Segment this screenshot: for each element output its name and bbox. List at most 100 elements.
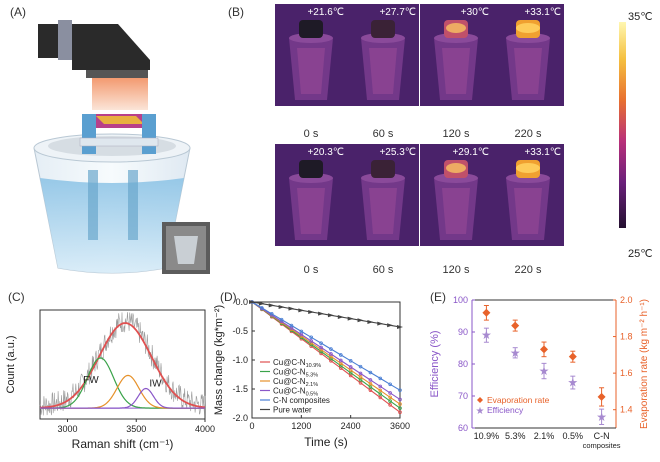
data-point [337, 314, 344, 319]
thermal-scene [275, 144, 347, 246]
temperature-label: +29.1℃ [452, 147, 489, 158]
data-point [367, 319, 374, 324]
x-tick-label: 3600 [390, 421, 410, 431]
raman-chart: 3000 3500 4000 Raman shift (cm⁻¹) Count (a.u… [5, 309, 215, 451]
data-point [368, 388, 373, 392]
x-category-label: 0.5% [563, 431, 584, 441]
temperature-label: +33.1℃ [524, 7, 561, 18]
colorbar [619, 22, 626, 228]
data-point [298, 308, 305, 313]
temperature-label: +30℃ [460, 7, 489, 18]
thermal-image: +21.6℃ [275, 4, 347, 106]
plot-frame [39, 309, 206, 420]
data-point [258, 301, 265, 306]
legend-name: Cu@C-N [273, 387, 306, 396]
data-point [319, 341, 323, 345]
legend-swatch-efficiency: ★ [476, 406, 485, 417]
thermal-scene [492, 4, 564, 106]
x-category-label: 2.1% [534, 431, 555, 441]
legend-subscript: 2.1% [306, 382, 319, 388]
x-tick-label: 2400 [341, 421, 361, 431]
series-line-4 [251, 301, 401, 391]
data-point [388, 399, 392, 403]
panel-a-label: (A) [10, 5, 26, 19]
x-tick-label: 3500 [126, 424, 146, 434]
data-point [378, 395, 383, 400]
data-point [377, 321, 384, 326]
data-point [348, 365, 353, 369]
inset-photo [162, 222, 210, 274]
x-axis-label: Raman shift (cm⁻¹) [72, 437, 174, 451]
legend-label: Cu@C-N5.3% [273, 368, 318, 379]
y-right-axis-label: Evaporation rate (kg m⁻² h⁻¹) [639, 299, 650, 429]
data-point [269, 311, 274, 316]
data-point [398, 406, 402, 410]
y-left-tick-label: 100 [453, 295, 468, 305]
series-line-2 [251, 301, 401, 405]
data-point [357, 318, 364, 323]
data-point [348, 358, 353, 363]
data-point [339, 358, 343, 363]
thermal-scene [492, 144, 564, 246]
data-point [378, 376, 383, 381]
data-point [358, 375, 363, 379]
time-label: 120 s [442, 264, 470, 276]
data-point [309, 335, 313, 340]
thermal-scene [420, 4, 492, 106]
efficiency-point: ★ [510, 346, 521, 360]
data-point [329, 347, 333, 351]
fit-line-3 [40, 387, 205, 409]
y-tick-label: -2.0 [232, 413, 248, 423]
data-point [398, 397, 402, 402]
legend-name: Cu@C-N [273, 358, 306, 367]
panel-b-label: (B) [228, 5, 244, 19]
evaporation-point [511, 321, 520, 330]
temperature-label: +21.6℃ [307, 7, 344, 18]
y-axis-label: Count (a.u.) [5, 335, 17, 393]
thermal-image: +27.7℃ [347, 4, 419, 106]
legend-subscript: 0.5% [306, 392, 319, 398]
legend-label: Pure water [273, 406, 312, 415]
evaporation-point [597, 392, 606, 401]
thermal-scene [347, 144, 419, 246]
thermal-image: +33.1℃ [492, 4, 564, 106]
data-point [378, 388, 383, 393]
x-category-label: composites [583, 441, 621, 450]
data-point [368, 385, 373, 389]
y-right-tick-label: 1.8 [620, 332, 633, 342]
data-point [358, 364, 363, 369]
y-left-tick-label: 70 [458, 391, 468, 401]
efficiency-point: ★ [596, 410, 607, 424]
y-right-tick-label: 1.6 [620, 368, 633, 378]
series-line-3 [251, 301, 401, 400]
thermal-scene [347, 4, 419, 106]
y-left-tick-label: 90 [458, 327, 468, 337]
thermal-scene [420, 144, 492, 246]
legend-label: Cu@C-N2.1% [273, 377, 318, 388]
thermal-image: +20.3℃ [275, 144, 347, 246]
legend-swatch-evaporation [477, 397, 483, 403]
time-label: 120 s [442, 128, 470, 140]
mass-change-chart: 0 1200 2400 3600 0.0 -0.5 -1.0 -1.5 -2.0 Time (s)… [213, 297, 410, 449]
data-point [289, 323, 294, 328]
data-point [397, 324, 403, 329]
evaporation-point [482, 308, 491, 317]
data-point [299, 329, 304, 334]
legend-name: Pure water [273, 406, 312, 415]
temperature-label: +33.1℃ [524, 147, 561, 158]
data-point [398, 402, 402, 406]
data-point [319, 347, 323, 352]
data-point [327, 313, 334, 318]
data-point [318, 311, 325, 316]
efficiency-chart: 60 70 80 90 100 1.4 1.6 1.8 2.0 10.9% 5.3% 2.1% 0.5%… [429, 295, 650, 450]
thermal-scene [275, 4, 347, 106]
data-point [388, 395, 392, 400]
legend-label: Evaporation rate [487, 395, 550, 405]
y-left-tick-label: 60 [458, 423, 468, 433]
data-point [368, 370, 373, 375]
legend-name: Cu@C-N [273, 377, 306, 386]
x-axis-label: Time (s) [304, 435, 348, 449]
temperature-label: +20.3℃ [307, 147, 344, 158]
fit-line-1 [40, 357, 205, 409]
data-point [278, 304, 285, 309]
